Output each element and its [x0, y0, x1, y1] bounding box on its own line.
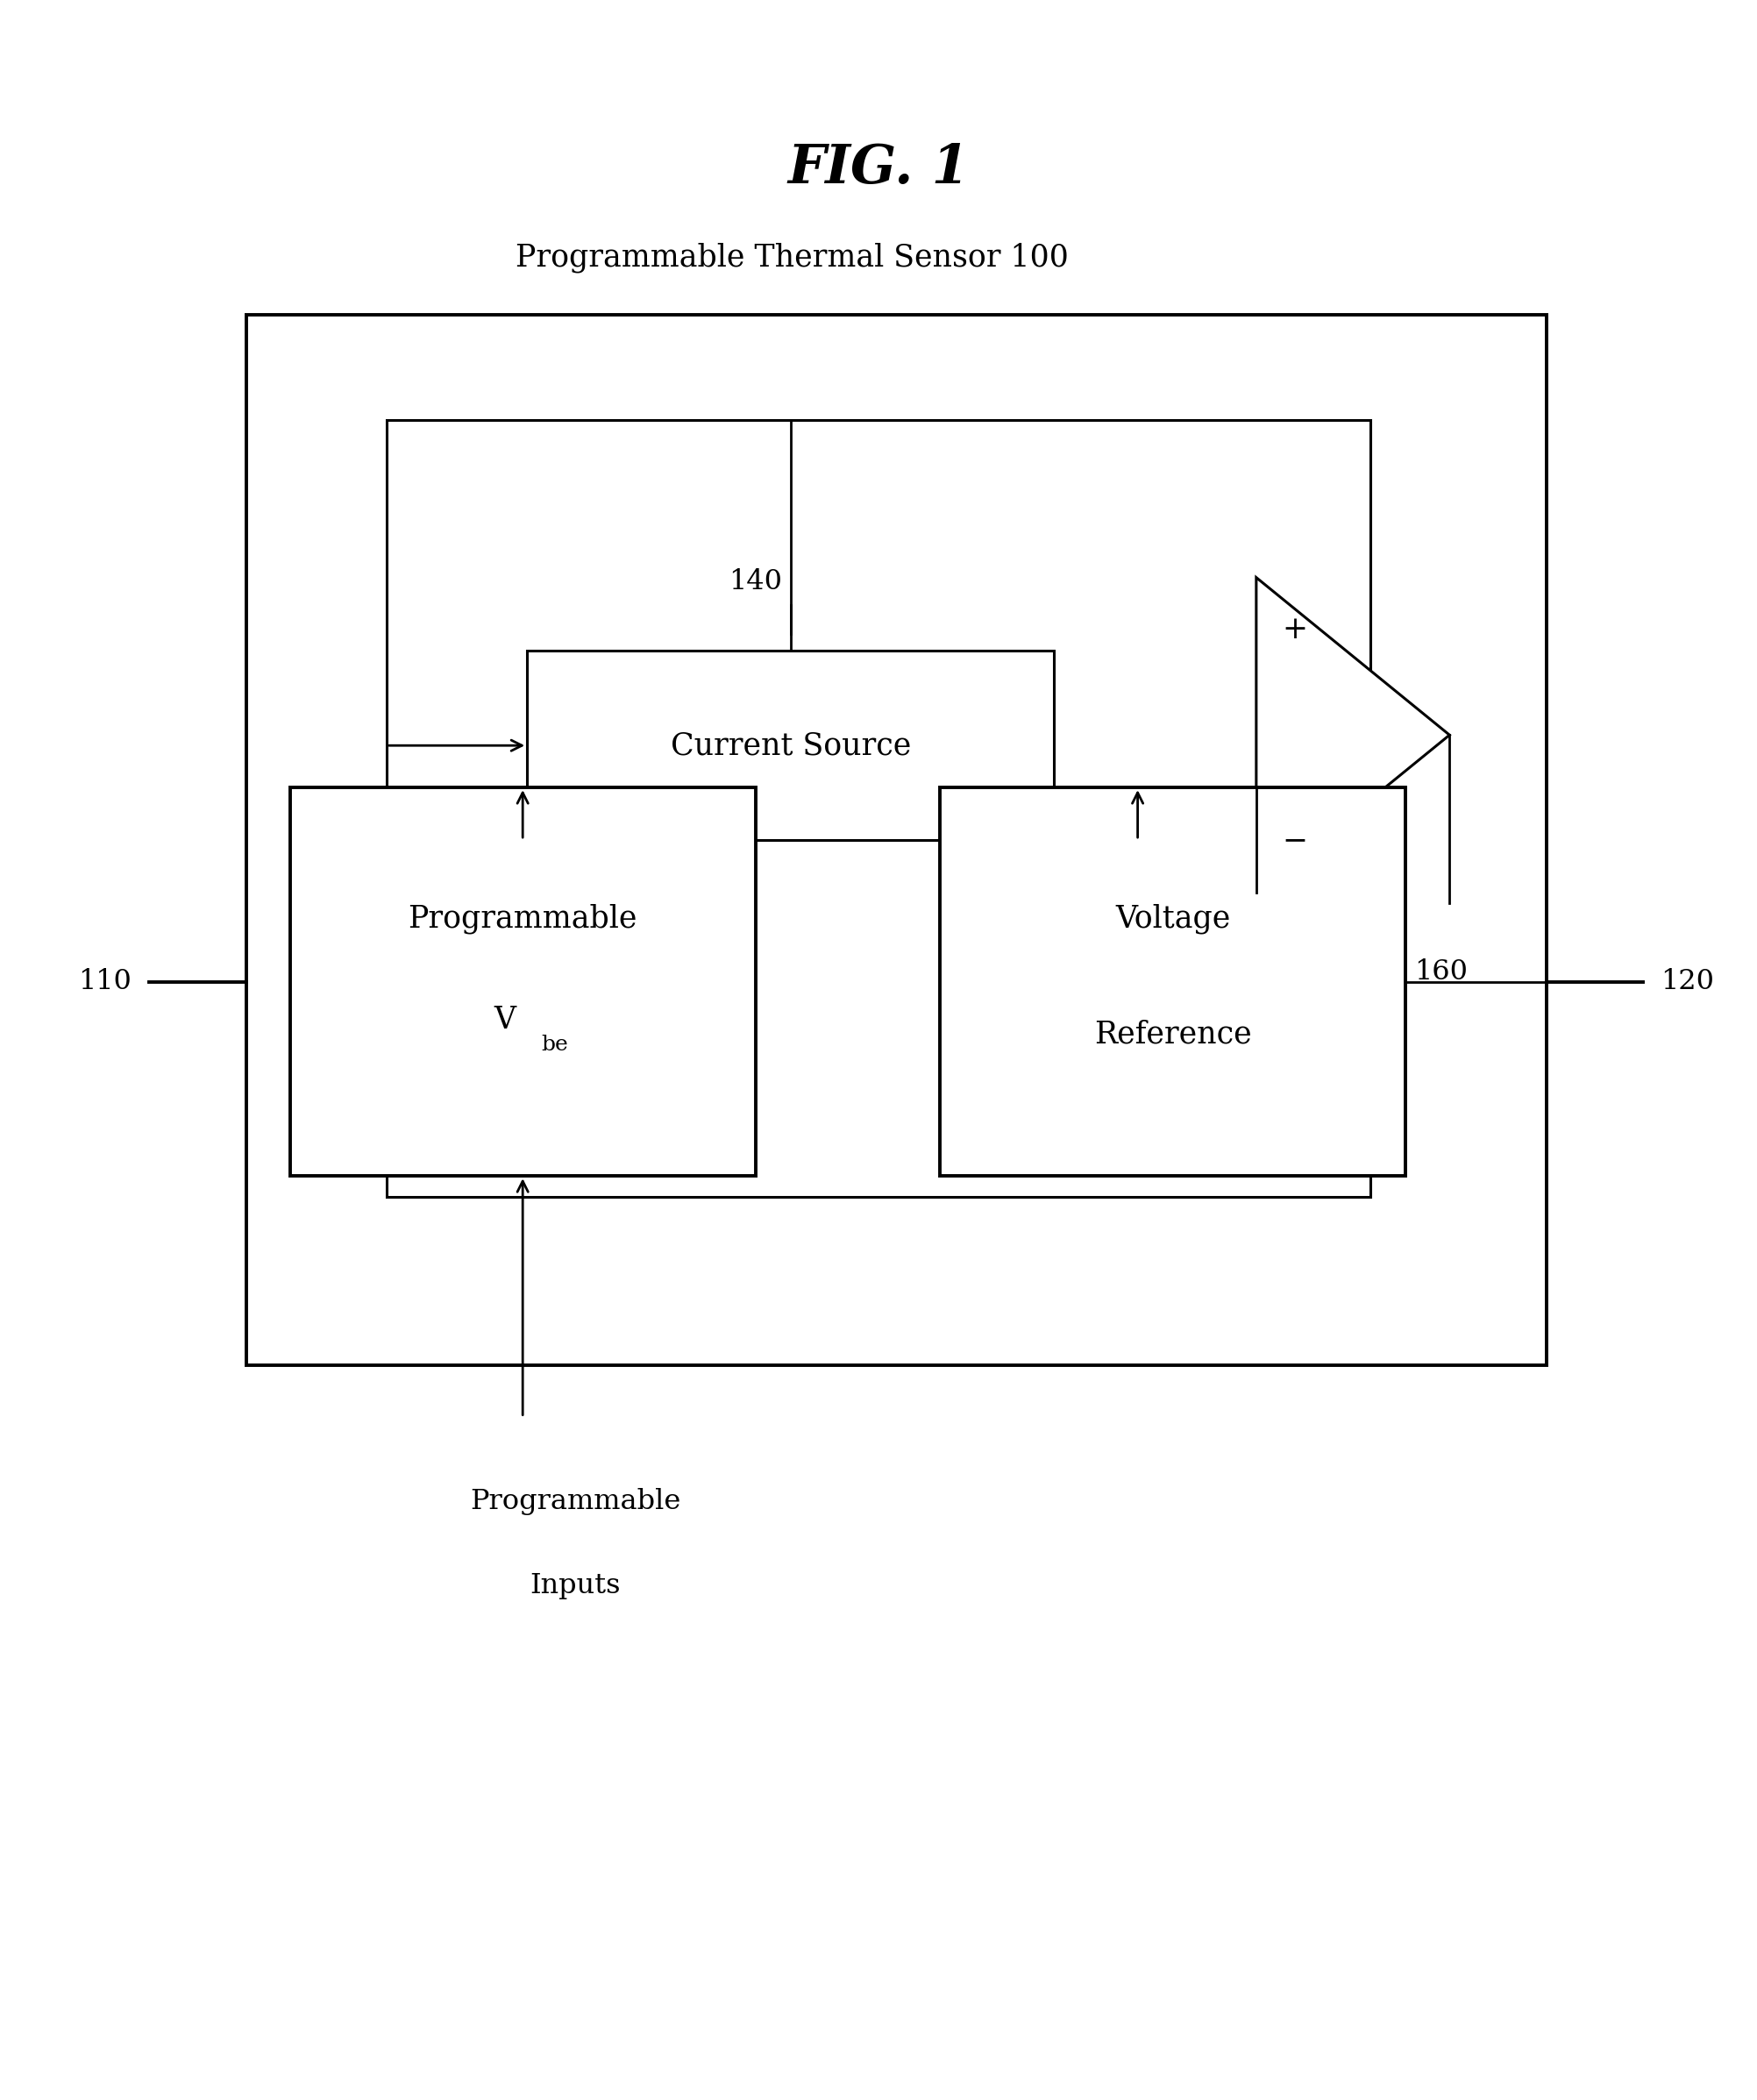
Bar: [387, 420, 1370, 1197]
Text: 110: 110: [79, 968, 132, 995]
Text: Current Source: Current Source: [671, 731, 910, 760]
Text: 140: 140: [729, 569, 782, 594]
Text: Programmable Thermal Sensor 100: Programmable Thermal Sensor 100: [515, 244, 1068, 273]
Text: +: +: [1283, 615, 1307, 645]
Bar: [940, 788, 1406, 1176]
Polygon shape: [1256, 578, 1450, 892]
Text: −: −: [1283, 825, 1307, 855]
Text: FIG. 1: FIG. 1: [787, 141, 970, 195]
Bar: [290, 788, 756, 1176]
Text: 160: 160: [1414, 960, 1467, 985]
Text: Programmable: Programmable: [408, 903, 638, 934]
Text: V: V: [494, 1004, 517, 1035]
Bar: [527, 651, 1054, 840]
Text: Programmable: Programmable: [471, 1489, 680, 1514]
Bar: [246, 315, 1546, 1365]
Text: Inputs: Inputs: [531, 1573, 620, 1598]
Text: Voltage: Voltage: [1116, 903, 1230, 934]
Text: be: be: [541, 1035, 568, 1054]
Text: 120: 120: [1660, 968, 1713, 995]
Text: Reference: Reference: [1095, 1018, 1251, 1050]
